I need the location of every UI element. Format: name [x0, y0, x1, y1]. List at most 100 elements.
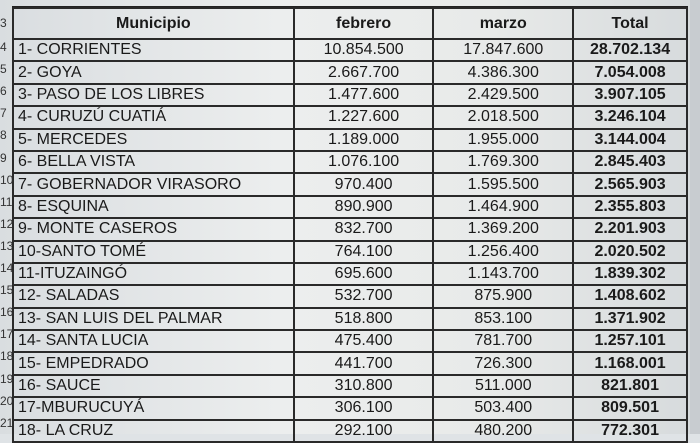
marzo-cell[interactable]: 2.429.500 — [432, 82, 575, 108]
row-number[interactable]: 8 — [0, 128, 7, 143]
marzo-cell[interactable]: 781.700 — [432, 329, 575, 354]
table-row: 11-ITUZAINGÓ 695.600 1.143.700 1.839.302 — [12, 261, 688, 287]
febrero-cell[interactable]: 310.800 — [292, 373, 435, 399]
municipio-cell[interactable]: 1- CORRIENTES — [12, 37, 295, 63]
total-cell[interactable]: 821.801 — [572, 373, 688, 399]
marzo-cell[interactable]: 1.955.000 — [432, 127, 575, 152]
municipio-cell[interactable]: 2- GOYA — [12, 60, 295, 85]
total-cell[interactable]: 1.408.602 — [572, 284, 688, 309]
municipio-cell[interactable]: 11-ITUZAINGÓ — [12, 261, 295, 287]
total-cell[interactable]: 1.168.001 — [572, 351, 688, 376]
row-number[interactable]: 7 — [0, 106, 7, 121]
febrero-cell[interactable]: 532.700 — [292, 284, 435, 309]
municipio-cell[interactable]: 14- SANTA LUCIA — [12, 329, 295, 354]
febrero-cell[interactable]: 970.400 — [292, 172, 435, 197]
total-cell[interactable]: 809.501 — [572, 396, 688, 421]
total-cell[interactable]: 3.144.004 — [572, 127, 688, 152]
municipio-cell[interactable]: 17-MBURUCUYÁ — [12, 396, 295, 421]
marzo-cell[interactable]: 875.900 — [432, 284, 575, 309]
febrero-cell[interactable]: 306.100 — [292, 396, 435, 421]
febrero-cell[interactable]: 1.189.000 — [292, 127, 435, 152]
total-cell[interactable]: 2.201.903 — [572, 217, 688, 242]
febrero-cell[interactable]: 832.700 — [292, 217, 435, 242]
row-number[interactable]: 16 — [0, 305, 14, 320]
febrero-cell[interactable]: 890.900 — [292, 194, 435, 220]
marzo-cell[interactable]: 17.847.600 — [432, 37, 575, 63]
marzo-cell[interactable]: 1.595.500 — [432, 172, 575, 197]
marzo-cell[interactable]: 4.386.300 — [432, 60, 575, 85]
row-number[interactable]: 14 — [0, 261, 14, 275]
marzo-cell[interactable]: 1.143.700 — [432, 261, 575, 287]
marzo-cell[interactable]: 1.369.200 — [432, 217, 575, 242]
total-cell[interactable]: 1.257.101 — [572, 329, 688, 354]
febrero-cell[interactable]: 441.700 — [292, 351, 435, 376]
row-number[interactable]: 17 — [0, 327, 14, 342]
municipio-cell[interactable]: 9- MONTE CASEROS — [12, 217, 295, 242]
header-marzo[interactable]: marzo — [432, 7, 575, 40]
row-number[interactable]: 12 — [0, 216, 14, 231]
row-number[interactable]: 18 — [0, 349, 14, 364]
total-cell[interactable]: 7.054.008 — [572, 60, 688, 85]
febrero-cell[interactable]: 475.400 — [292, 329, 435, 354]
row-number[interactable]: 10 — [0, 172, 14, 187]
total-cell[interactable]: 2.565.903 — [572, 172, 688, 197]
febrero-cell[interactable]: 518.800 — [292, 306, 435, 332]
febrero-cell[interactable]: 1.477.600 — [292, 82, 435, 108]
municipio-cell[interactable]: 16- SAUCE — [12, 373, 295, 399]
total-cell[interactable]: 1.371.902 — [572, 306, 688, 332]
marzo-cell[interactable]: 726.300 — [432, 351, 575, 376]
marzo-cell[interactable]: 1.769.300 — [432, 149, 575, 175]
header-total[interactable]: Total — [572, 7, 688, 40]
municipio-cell[interactable]: 3- PASO DE LOS LIBRES — [12, 82, 295, 108]
febrero-cell[interactable]: 1.227.600 — [292, 105, 435, 130]
total-cell[interactable]: 1.839.302 — [572, 261, 688, 287]
row-number[interactable]: 13 — [0, 238, 14, 253]
febrero-cell[interactable]: 2.667.700 — [292, 60, 435, 85]
total-cell[interactable]: 28.702.134 — [572, 37, 688, 63]
total-cell[interactable]: 772.301 — [572, 418, 688, 443]
marzo-cell[interactable]: 853.100 — [432, 306, 575, 332]
row-number[interactable]: 3 — [0, 16, 7, 30]
table-row: 6- BELLA VISTA 1.076.100 1.769.300 2.845.40… — [12, 149, 688, 175]
municipio-cell[interactable]: 18- LA CRUZ — [12, 418, 295, 443]
row-number[interactable]: 15 — [0, 283, 14, 298]
marzo-cell[interactable]: 1.464.900 — [432, 194, 575, 220]
row-number[interactable]: 6 — [0, 84, 7, 99]
municipio-cell[interactable]: 10-SANTO TOMÉ — [12, 239, 295, 264]
total-cell[interactable]: 2.845.403 — [572, 149, 688, 175]
total-cell[interactable]: 2.355.803 — [572, 194, 688, 220]
row-number[interactable]: 21 — [0, 415, 14, 430]
municipio-cell[interactable]: 5- MERCEDES — [12, 127, 295, 152]
marzo-cell[interactable]: 1.256.400 — [432, 239, 575, 264]
marzo-cell[interactable]: 503.400 — [432, 396, 575, 421]
row-number[interactable]: 20 — [0, 393, 14, 408]
row-number[interactable]: 11 — [0, 194, 13, 209]
marzo-cell[interactable]: 511.000 — [432, 373, 575, 399]
febrero-cell[interactable]: 695.600 — [292, 261, 435, 287]
total-cell[interactable]: 2.020.502 — [572, 239, 688, 264]
febrero-cell[interactable]: 1.076.100 — [292, 149, 435, 175]
table-row: 3- PASO DE LOS LIBRES 1.477.600 2.429.500 3… — [12, 82, 688, 108]
municipio-cell[interactable]: 13- SAN LUIS DEL PALMAR — [12, 306, 295, 332]
table-row: 4- CURUZÚ CUATIÁ 1.227.600 2.018.500 3.246.… — [12, 105, 688, 130]
total-cell[interactable]: 3.246.104 — [572, 105, 688, 130]
municipio-cell[interactable]: 8- ESQUINA — [12, 194, 295, 220]
febrero-cell[interactable]: 10.854.500 — [292, 37, 435, 63]
municipio-cell[interactable]: 4- CURUZÚ CUATIÁ — [12, 105, 295, 130]
marzo-cell[interactable]: 480.200 — [432, 418, 575, 443]
febrero-cell[interactable]: 764.100 — [292, 239, 435, 264]
table-row: 13- SAN LUIS DEL PALMAR 518.800 853.100 1.3… — [12, 306, 688, 332]
row-number[interactable]: 5 — [0, 62, 7, 77]
municipio-cell[interactable]: 12- SALADAS — [12, 284, 295, 309]
marzo-cell[interactable]: 2.018.500 — [432, 105, 575, 130]
municipio-cell[interactable]: 6- BELLA VISTA — [12, 149, 295, 175]
municipio-cell[interactable]: 15- EMPEDRADO — [12, 351, 295, 376]
header-municipio[interactable]: Municipio — [12, 7, 295, 40]
febrero-cell[interactable]: 292.100 — [292, 418, 435, 443]
row-number[interactable]: 19 — [0, 371, 14, 386]
row-number[interactable]: 4 — [0, 40, 7, 54]
row-number[interactable]: 9 — [0, 150, 7, 165]
municipio-cell[interactable]: 7- GOBERNADOR VIRASORO — [12, 172, 295, 197]
header-febrero[interactable]: febrero — [292, 7, 435, 40]
total-cell[interactable]: 3.907.105 — [572, 82, 688, 108]
